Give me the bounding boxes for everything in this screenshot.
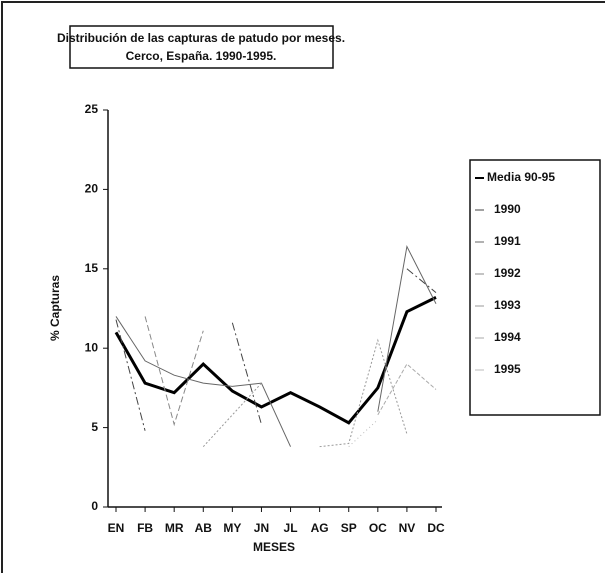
series-line xyxy=(115,245,437,447)
legend-label: 1995 xyxy=(494,362,521,376)
x-tick-label: JN xyxy=(254,521,269,535)
series-line xyxy=(377,363,437,416)
x-tick-label: MY xyxy=(223,521,241,535)
series-line xyxy=(114,296,437,425)
legend-label: 1992 xyxy=(494,266,521,280)
x-tick-label: NV xyxy=(399,521,416,535)
y-tick-label: 15 xyxy=(85,261,99,275)
legend-box xyxy=(469,159,601,416)
series-line xyxy=(202,338,408,448)
x-tick-label: SP xyxy=(341,521,357,535)
series-line xyxy=(115,268,437,431)
chart-title: Cerco, España. 1990-1995. xyxy=(126,49,277,63)
y-tick-label: 20 xyxy=(85,182,99,196)
chart-title: Distribución de las capturas de patudo p… xyxy=(57,31,345,45)
y-tick-label: 10 xyxy=(85,340,99,354)
legend-label: Media 90-95 xyxy=(487,170,555,184)
y-tick-label: 25 xyxy=(85,102,99,116)
x-tick-label: OC xyxy=(369,521,387,535)
legend-label: 1990 xyxy=(494,202,521,216)
legend-label: 1994 xyxy=(494,330,521,344)
series-line xyxy=(144,316,204,427)
x-tick-label: MR xyxy=(165,521,184,535)
x-tick-label: FB xyxy=(137,521,153,535)
x-tick-label: AG xyxy=(311,521,329,535)
x-tick-label: JL xyxy=(284,521,298,535)
y-tick-label: 0 xyxy=(91,499,98,513)
x-tick-label: AB xyxy=(195,521,213,535)
x-tick-label: EN xyxy=(108,521,125,535)
legend-label: 1991 xyxy=(494,234,521,248)
x-axis-label: MESES xyxy=(253,540,295,554)
x-tick-label: DC xyxy=(427,521,445,535)
y-tick-label: 5 xyxy=(91,420,98,434)
series-line xyxy=(348,419,379,448)
legend-label: 1993 xyxy=(494,298,521,312)
y-axis-label: % Capturas xyxy=(48,275,62,341)
title-box xyxy=(69,25,334,69)
